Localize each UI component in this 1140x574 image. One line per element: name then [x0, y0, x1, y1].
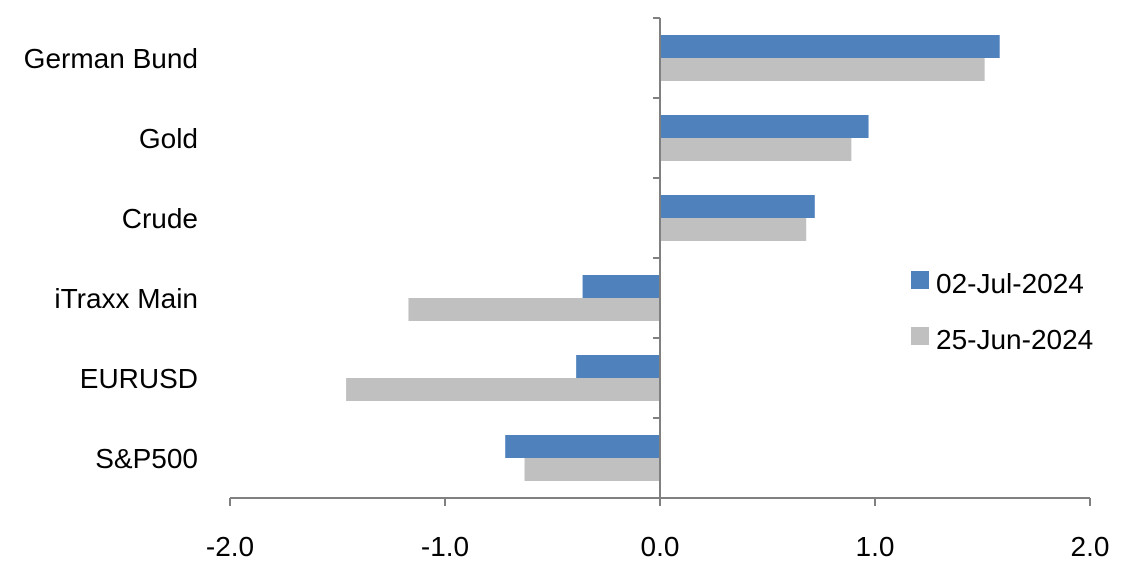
x-tick-label: 1.0 — [856, 531, 895, 562]
category-label: S&P500 — [95, 443, 198, 474]
category-label: Gold — [139, 123, 198, 154]
category-label: German Bund — [24, 43, 198, 74]
bar-current — [660, 35, 1000, 58]
bar-previous — [660, 58, 985, 81]
bar-current — [660, 115, 869, 138]
legend-swatch — [911, 271, 929, 289]
bar-current — [660, 195, 815, 218]
bar-previous — [524, 458, 660, 481]
legend-label: 25-Jun-2024 — [936, 324, 1093, 355]
category-label: iTraxx Main — [54, 283, 198, 314]
x-tick-label: -2.0 — [206, 531, 254, 562]
bar-previous — [660, 218, 807, 241]
bar-current — [582, 275, 660, 298]
bar-current — [505, 435, 660, 458]
bar-previous — [408, 298, 660, 321]
bar-previous — [346, 378, 660, 401]
category-label: EURUSD — [80, 363, 198, 394]
x-tick-label: 0.0 — [641, 531, 680, 562]
legend-swatch — [911, 327, 929, 345]
category-label: Crude — [122, 203, 198, 234]
legend-label: 02-Jul-2024 — [936, 268, 1084, 299]
x-tick-label: -1.0 — [421, 531, 469, 562]
bar-current — [576, 355, 660, 378]
x-tick-label: 2.0 — [1071, 531, 1110, 562]
bar-previous — [660, 138, 852, 161]
